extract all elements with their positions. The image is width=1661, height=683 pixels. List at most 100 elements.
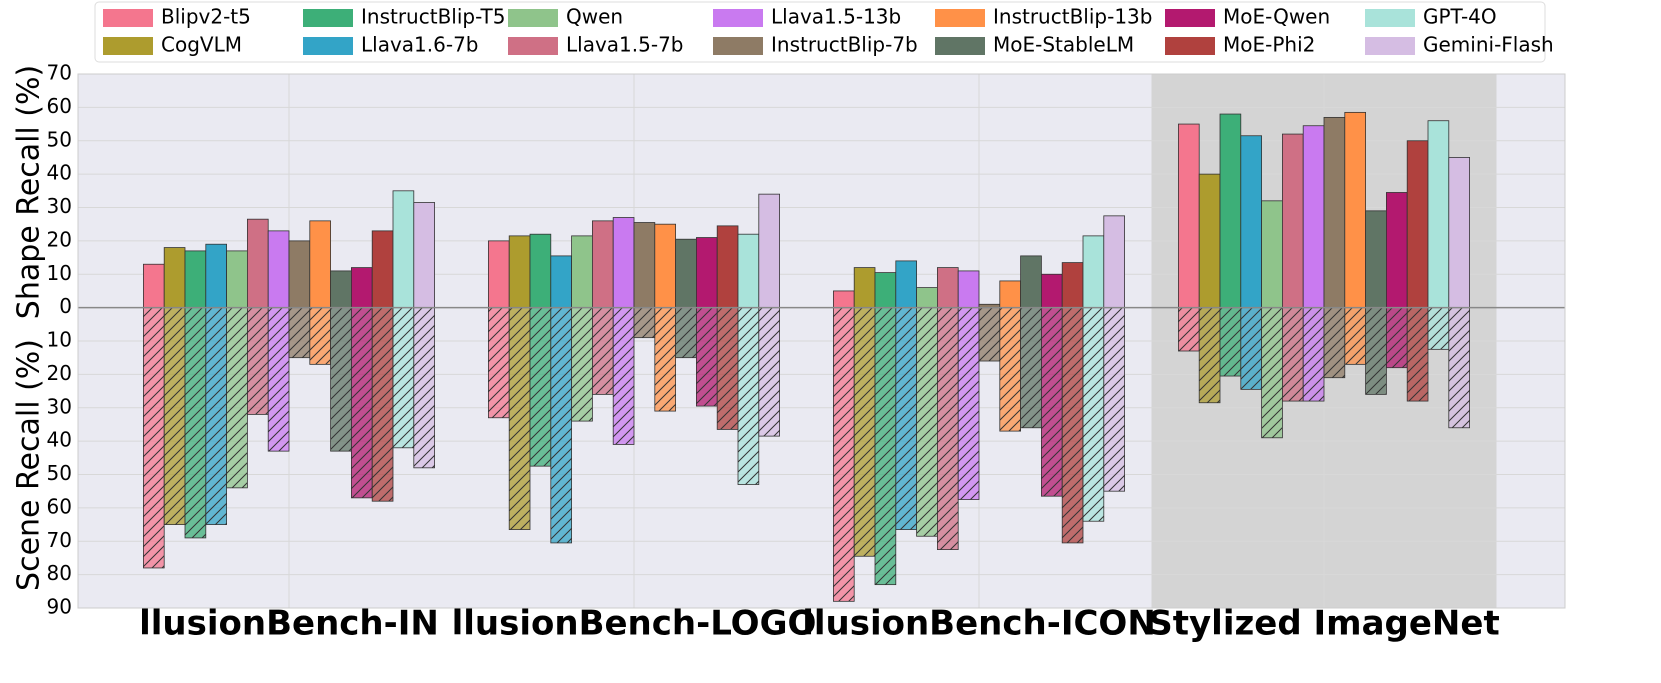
shape-bar (654, 223, 676, 309)
y-tick-label: 40 (47, 161, 72, 185)
scene-bar (288, 307, 311, 359)
shape-bar (833, 290, 855, 309)
scene-bar (1323, 307, 1346, 379)
shape-bar (508, 235, 531, 309)
y-tick-label: 30 (47, 394, 72, 418)
legend-label: MoE-Qwen (1223, 5, 1330, 29)
shape-bar (737, 233, 760, 309)
scene-bar (487, 307, 510, 419)
scene-bar (508, 307, 531, 530)
legend-label: MoE-StableLM (993, 33, 1134, 57)
scene-bar (612, 307, 635, 445)
shape-bar (330, 270, 352, 309)
shape-bar (184, 250, 207, 309)
shape-bar (1406, 140, 1429, 309)
scene-bar (571, 307, 593, 422)
scene-bar (957, 307, 980, 500)
scene-bar (1219, 307, 1242, 377)
scene-bar (1198, 307, 1221, 404)
shape-bar (999, 280, 1021, 309)
scene-bar (737, 307, 760, 485)
legend-label: Qwen (566, 5, 623, 29)
scene-bar (895, 307, 917, 530)
scene-bar (853, 307, 876, 557)
scene-bar (833, 307, 855, 602)
shape-bar (246, 218, 269, 309)
scene-bar (1406, 307, 1429, 402)
scene-bar (633, 307, 656, 339)
legend-swatch (1365, 37, 1415, 55)
y-tick-label: 70 (47, 528, 72, 552)
scene-bar (999, 307, 1021, 432)
shape-bar (1344, 111, 1367, 309)
shape-bar (895, 260, 917, 309)
shape-bar (1282, 133, 1304, 309)
scene-bar (937, 307, 959, 550)
scene-bar (916, 307, 938, 537)
legend-swatch (1365, 9, 1415, 27)
scene-bar (716, 307, 739, 430)
y-tick-label: 10 (47, 261, 72, 285)
shape-bar (758, 193, 780, 309)
scene-bar (205, 307, 228, 525)
shape-bar (1178, 123, 1200, 309)
legend-swatch (508, 37, 558, 55)
shape-bar (350, 267, 373, 309)
shape-bar (1427, 120, 1450, 309)
scene-bar (654, 307, 676, 412)
shape-bar (612, 217, 635, 309)
scene-bar (1178, 307, 1200, 352)
shape-bar (937, 267, 959, 309)
scene-bar (978, 307, 1001, 362)
legend-label: Llava1.6-7b (361, 33, 479, 57)
shape-bar (1365, 210, 1387, 309)
legend-swatch (1165, 9, 1215, 27)
shape-bar (633, 222, 656, 309)
shape-bar (1386, 192, 1408, 309)
scene-bar (758, 307, 780, 437)
scene-bar (267, 307, 290, 452)
y-tick-label: 20 (47, 361, 72, 385)
legend-label: GPT-4O (1423, 5, 1497, 29)
shape-bar (413, 202, 435, 309)
y-tick-label: 30 (47, 194, 72, 218)
shape-bar (226, 250, 248, 309)
scene-bar (675, 307, 697, 359)
scene-bar (371, 307, 394, 502)
shape-bar (1323, 116, 1346, 309)
legend-label: Llava1.5-13b (771, 5, 901, 29)
y-tick-label: 60 (47, 494, 72, 518)
legend-swatch (1165, 37, 1215, 55)
shape-bar (696, 237, 718, 309)
scene-bar (1103, 307, 1126, 492)
shape-bar (1061, 262, 1084, 309)
y-axis-label: Shape Recall (%) (12, 65, 47, 319)
x-tick-label: llusionBench-IN (139, 604, 439, 644)
shape-bar (716, 225, 739, 309)
y-tick-label: 50 (47, 127, 72, 151)
scene-bar (1261, 307, 1283, 439)
shape-bar (1020, 255, 1042, 309)
scene-bar (550, 307, 572, 544)
scene-bar (350, 307, 373, 499)
legend-label: Llava1.5-7b (566, 33, 684, 57)
shape-bar (267, 230, 290, 309)
legend-label: Gemini-Flash (1423, 33, 1554, 57)
scene-bar (1061, 307, 1084, 544)
shape-bar (1082, 235, 1105, 309)
y-tick-label: 0 (59, 294, 72, 318)
scene-bar (696, 307, 718, 407)
shape-bar (571, 235, 593, 309)
shape-bar (1240, 135, 1263, 309)
x-tick-label: llusionBench-ICON (802, 604, 1156, 644)
legend-swatch (103, 37, 153, 55)
shape-bar (1103, 215, 1126, 309)
scene-bar (142, 307, 165, 569)
shape-bar (1261, 200, 1283, 309)
legend-swatch (935, 9, 985, 27)
shape-bar (288, 240, 311, 309)
scene-bar (163, 307, 186, 525)
y-tick-label: 10 (47, 328, 72, 352)
scene-bar (1041, 307, 1063, 497)
